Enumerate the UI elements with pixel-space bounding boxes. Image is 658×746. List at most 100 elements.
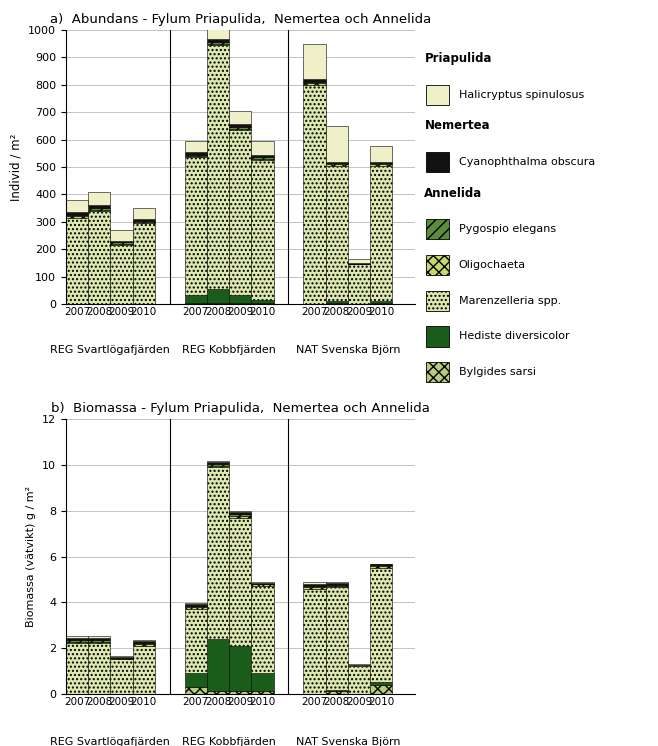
Bar [370,163,392,164]
Bar [111,244,132,245]
Bar [326,301,348,303]
Text: NAT Svenska Björn: NAT Svenska Björn [295,345,400,355]
Bar [132,221,155,222]
Bar [207,692,229,694]
Bar [66,216,88,218]
Bar [251,159,274,160]
Bar [303,82,326,84]
Bar [207,40,229,43]
Bar [88,205,111,208]
Bar [229,646,251,692]
Bar [303,589,326,694]
Bar [132,219,155,221]
Y-axis label: Individ / m²: Individ / m² [9,134,22,201]
Bar [184,603,207,604]
Bar [229,110,251,125]
Title: b)  Biomassa - Fylum Priapulida,  Nemertea och Annelida: b) Biomassa - Fylum Priapulida, Nemertea… [51,403,430,416]
Text: Hediste diversicolor: Hediste diversicolor [459,331,569,342]
Bar [326,692,348,694]
Text: Bylgides sarsi: Bylgides sarsi [459,367,536,377]
Bar [132,643,155,644]
Bar [229,516,251,518]
Bar [111,242,132,244]
Bar [370,162,392,163]
Text: Halicryptus spinulosus: Halicryptus spinulosus [459,90,584,100]
Text: REG Svartlögafjärden: REG Svartlögafjärden [51,345,170,355]
Text: REG Kobbfjärden: REG Kobbfjärden [182,345,276,355]
Bar [326,582,348,583]
Bar [66,215,88,216]
Bar [132,646,155,694]
Bar [229,130,251,295]
Bar [303,79,326,82]
Bar [251,582,274,583]
Bar [229,692,251,694]
Bar [303,584,326,586]
Bar [370,146,392,162]
Bar [184,152,207,154]
Text: Pygospio elegans: Pygospio elegans [459,224,556,234]
Bar [66,638,88,640]
Bar [207,45,229,289]
Bar [88,192,111,205]
Bar [88,644,111,694]
Bar [348,263,370,264]
Bar [251,160,274,300]
Bar [251,583,274,585]
Bar [370,301,392,303]
Bar [326,587,348,690]
Bar [251,586,274,673]
Text: Nemertea: Nemertea [424,119,490,132]
Bar [184,141,207,152]
Bar [251,157,274,159]
Bar [207,461,229,462]
Bar [66,642,88,644]
Bar [132,640,155,642]
Bar [132,222,155,223]
Bar [370,164,392,166]
Bar [303,587,326,589]
Bar [184,604,207,606]
Bar [370,685,392,694]
Bar [326,162,348,163]
Text: REG Kobbfjärden: REG Kobbfjärden [182,737,276,746]
Bar [184,609,207,673]
Bar [251,673,274,692]
Bar [207,466,229,468]
Bar [229,303,251,304]
Bar [303,586,326,587]
Bar [88,638,111,640]
Bar [326,303,348,304]
Bar [229,518,251,646]
Bar [111,658,132,659]
Bar [348,259,370,263]
Bar [66,640,88,642]
Bar [303,85,326,304]
Text: REG Svartlögafjärden: REG Svartlögafjärden [51,737,170,746]
Bar [66,636,88,638]
Bar [207,289,229,303]
Bar [303,84,326,85]
Bar [326,163,348,164]
Bar [370,568,392,683]
Bar [132,642,155,643]
Bar [207,639,229,692]
Bar [66,644,88,694]
Bar [303,43,326,79]
Bar [184,154,207,156]
Bar [66,213,88,215]
Bar [370,166,392,301]
Bar [88,210,111,211]
Bar [251,692,274,694]
Bar [251,141,274,154]
Bar [111,656,132,658]
Text: Annelida: Annelida [424,186,483,199]
Bar [229,514,251,516]
Bar [251,303,274,304]
Bar [207,303,229,304]
Bar [184,295,207,303]
Bar [326,126,348,162]
Bar [207,464,229,466]
Text: Marenzelleria spp.: Marenzelleria spp. [459,295,561,306]
Text: NAT Svenska Björn: NAT Svenska Björn [295,737,400,746]
